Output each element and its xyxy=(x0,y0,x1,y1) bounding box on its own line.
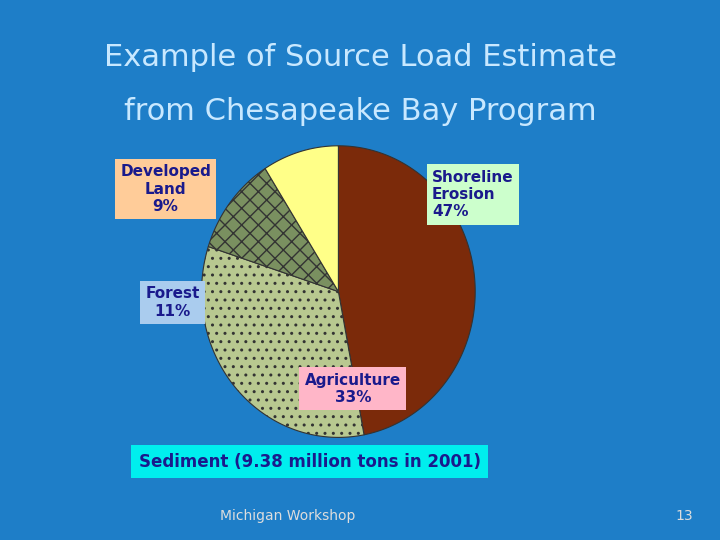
Text: Forest
11%: Forest 11% xyxy=(145,286,200,319)
Text: from Chesapeake Bay Program: from Chesapeake Bay Program xyxy=(124,97,596,126)
Text: Agriculture
33%: Agriculture 33% xyxy=(305,373,401,405)
Text: Example of Source Load Estimate: Example of Source Load Estimate xyxy=(104,43,616,72)
PathPatch shape xyxy=(265,146,338,292)
Text: Developed
Land
9%: Developed Land 9% xyxy=(120,164,211,214)
Text: Sediment (9.38 million tons in 2001): Sediment (9.38 million tons in 2001) xyxy=(139,453,481,471)
Text: Shoreline
Erosion
47%: Shoreline Erosion 47% xyxy=(432,170,513,219)
PathPatch shape xyxy=(208,168,338,292)
Text: 13: 13 xyxy=(675,509,693,523)
Text: Michigan Workshop: Michigan Workshop xyxy=(220,509,356,523)
PathPatch shape xyxy=(338,146,475,435)
PathPatch shape xyxy=(202,247,364,437)
